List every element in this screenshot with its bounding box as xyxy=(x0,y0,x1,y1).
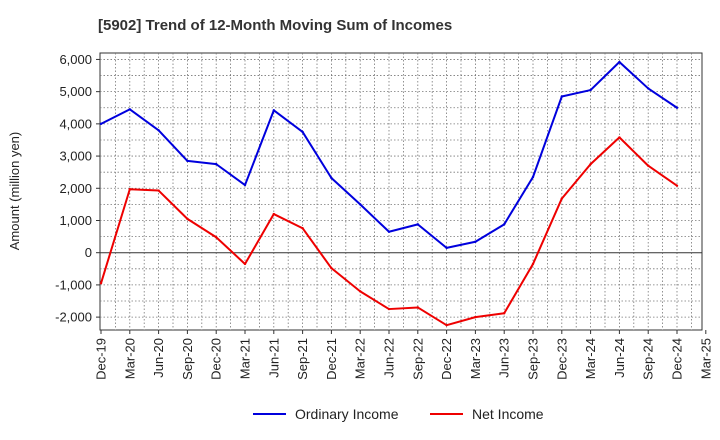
y-tick-label: 2,000 xyxy=(59,181,92,196)
legend-label-ordinary-income: Ordinary Income xyxy=(295,406,399,422)
x-tick-label: Dec-20 xyxy=(209,338,224,380)
x-tick-label: Jun-20 xyxy=(151,338,166,378)
y-tick-label: 5,000 xyxy=(59,84,92,99)
x-tick-label: Dec-24 xyxy=(670,338,685,380)
net-income-point xyxy=(301,227,304,230)
x-tick-label: Jun-22 xyxy=(382,338,397,378)
net-income-point xyxy=(128,188,131,191)
net-income-point xyxy=(560,197,563,200)
ordinary-income-point xyxy=(675,106,679,109)
x-tick-label: Dec-23 xyxy=(554,338,569,380)
x-tick-label: Sep-21 xyxy=(295,338,310,380)
y-tick-label: 3,000 xyxy=(59,149,92,164)
series-lines xyxy=(99,60,679,327)
legend-label-net-income: Net Income xyxy=(472,406,544,422)
x-tick-label: Sep-22 xyxy=(410,338,425,380)
net-income-point xyxy=(99,282,103,285)
y-tick-label: 6,000 xyxy=(59,52,92,67)
ordinary-income-point xyxy=(560,95,563,98)
legend: Ordinary Income Net Income xyxy=(253,406,544,422)
ordinary-income-point xyxy=(301,130,304,134)
net-income-point xyxy=(445,323,448,327)
net-income-point xyxy=(272,212,275,216)
ordinary-income-point xyxy=(647,87,650,90)
y-axis-ticks: 6,000 5,000 4,000 3,000 2,000 1,000 0 -1,000 -2,… xyxy=(55,52,100,325)
net-income-point xyxy=(215,236,218,239)
net-income-point xyxy=(618,136,621,139)
ordinary-income-point xyxy=(215,162,218,166)
x-tick-label: Mar-25 xyxy=(698,338,713,379)
ordinary-income-point xyxy=(474,240,477,243)
x-tick-label: Dec-19 xyxy=(94,338,109,380)
ordinary-income-point xyxy=(99,122,103,126)
net-income-point xyxy=(243,262,247,266)
ordinary-income-point xyxy=(445,246,448,250)
y-tick-label: 1,000 xyxy=(59,213,92,228)
ordinary-income-point xyxy=(243,183,247,187)
net-income-point xyxy=(675,184,679,187)
net-income-point xyxy=(503,312,506,315)
y-tick-label: -1,000 xyxy=(55,277,92,292)
net-income-point xyxy=(330,266,333,270)
x-tick-label: Sep-24 xyxy=(641,338,656,380)
x-tick-label: Dec-21 xyxy=(324,338,339,380)
net-income-point xyxy=(359,290,362,293)
ordinary-income-point xyxy=(359,203,362,206)
y-tick-label: 0 xyxy=(85,245,92,260)
x-tick-label: Mar-24 xyxy=(583,338,598,379)
net-income-point xyxy=(647,164,650,167)
ordinary-income-point xyxy=(157,129,160,132)
x-tick-label: Jun-21 xyxy=(266,338,281,378)
net-income-point xyxy=(387,307,391,311)
y-tick-label: 4,000 xyxy=(59,116,92,131)
ordinary-income-point xyxy=(416,223,419,226)
x-tick-label: Jun-24 xyxy=(612,338,627,378)
ordinary-income-point xyxy=(186,159,189,163)
net-income-point xyxy=(416,306,419,309)
ordinary-income-point xyxy=(503,223,506,226)
x-tick-label: Sep-23 xyxy=(526,338,541,380)
x-tick-label: Mar-21 xyxy=(238,338,253,379)
x-tick-label: Dec-22 xyxy=(439,338,454,380)
net-income-point xyxy=(474,315,477,319)
x-tick-label: Mar-22 xyxy=(353,338,368,379)
y-axis-label: Amount (million yen) xyxy=(7,132,22,251)
ordinary-income-point xyxy=(272,109,275,112)
x-tick-label: Mar-20 xyxy=(122,338,137,379)
plot-area xyxy=(99,52,703,331)
ordinary-income-point xyxy=(387,230,391,233)
chart-title: [5902] Trend of 12-Month Moving Sum of I… xyxy=(98,17,452,34)
y-tick-label: -2,000 xyxy=(55,310,92,325)
net-income-point xyxy=(186,217,189,221)
ordinary-income-point xyxy=(330,176,333,180)
x-tick-label: Sep-20 xyxy=(180,338,195,380)
ordinary-income-point xyxy=(589,88,592,92)
x-tick-label: Mar-23 xyxy=(468,338,483,379)
x-axis-ticks: Dec-19 Mar-20 Jun-20 Sep-20 Dec-20 Mar-21 Jun-… xyxy=(94,330,713,380)
net-income-point xyxy=(157,189,160,192)
net-income-point xyxy=(589,162,592,166)
ordinary-income-point xyxy=(618,60,621,64)
net-income-point xyxy=(531,262,535,266)
grid-lines xyxy=(100,53,702,330)
ordinary-income-point xyxy=(128,108,131,111)
ordinary-income-point xyxy=(531,175,535,179)
x-tick-label: Jun-23 xyxy=(497,338,512,378)
